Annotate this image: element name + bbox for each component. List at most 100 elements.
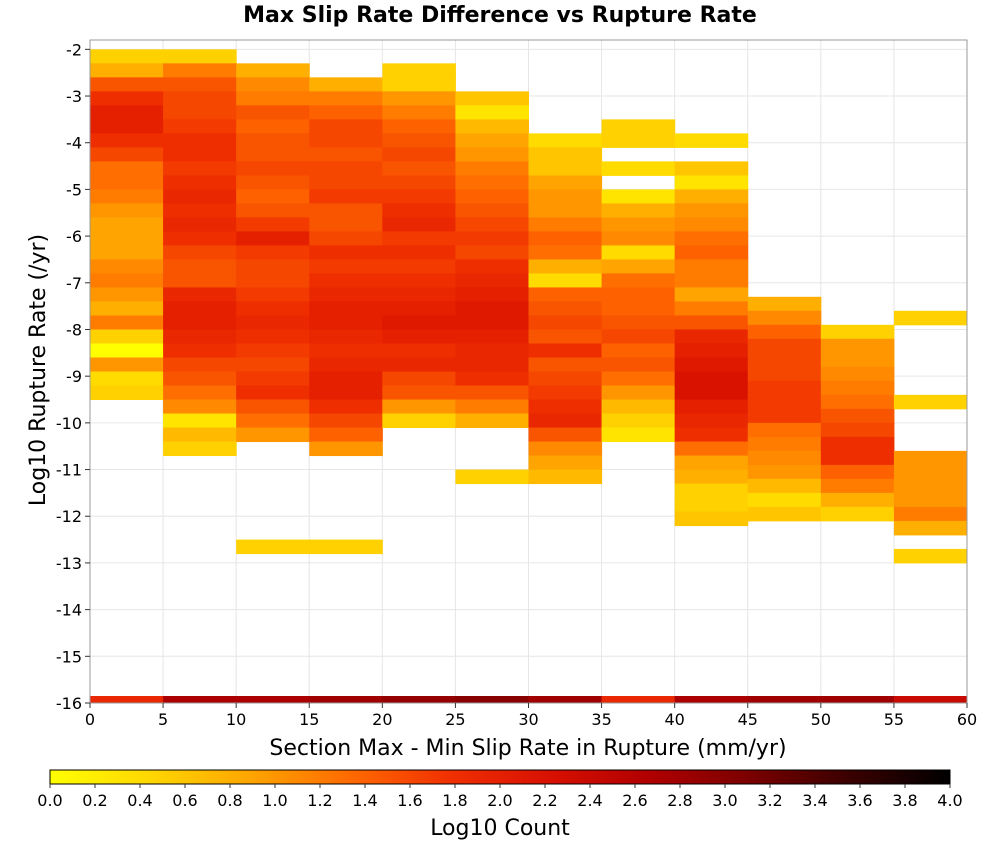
colorbar-tick-label: 2.0	[487, 791, 512, 810]
heatmap-cell	[601, 231, 676, 246]
colorbar-tick-label: 1.4	[352, 791, 377, 810]
heatmap-cell	[747, 408, 822, 424]
heatmap-cell	[820, 352, 895, 368]
colorbar-tick-label: 0.2	[82, 791, 107, 810]
colorbar-tick-label: 3.8	[892, 791, 917, 810]
heatmap-cell	[455, 259, 529, 274]
heatmap-cell	[309, 315, 383, 330]
heatmap-cell	[90, 217, 164, 232]
heatmap-cell	[674, 217, 749, 232]
heatmap-cell	[528, 217, 603, 232]
heatmap-cell	[747, 366, 822, 382]
heatmap-cell	[528, 203, 603, 218]
heatmap-cell	[528, 133, 603, 148]
y-tick-label: -4	[66, 134, 82, 153]
heatmap-cell	[163, 273, 237, 288]
heatmap-cell	[601, 189, 676, 204]
heatmap-cell	[382, 105, 456, 120]
heatmap-cell	[601, 413, 676, 429]
colorbar-tick-label: 2.8	[667, 791, 692, 810]
heatmap-cell	[382, 385, 456, 401]
heatmap-cell	[747, 436, 822, 452]
heatmap-cell	[309, 147, 383, 162]
heatmap-cell	[90, 49, 164, 64]
heatmap-cell	[382, 371, 456, 387]
x-tick-label: 5	[158, 710, 168, 729]
heatmap-cell	[90, 357, 164, 372]
heatmap-cell	[820, 394, 895, 410]
heatmap-cell	[309, 287, 383, 302]
heatmap-cell	[455, 343, 529, 358]
heatmap-cell	[528, 455, 603, 471]
heatmap-cell	[455, 371, 529, 387]
heatmap-cell	[163, 91, 237, 106]
heatmap-cell	[455, 217, 529, 232]
heatmap-cell	[90, 203, 164, 218]
x-tick-label: 20	[372, 710, 392, 729]
heatmap-cell	[455, 301, 529, 316]
heatmap-cell	[674, 231, 749, 246]
heatmap-cell	[236, 287, 310, 302]
heatmap-cell	[309, 189, 383, 204]
heatmap-cell	[309, 385, 383, 401]
heatmap-cell	[455, 329, 529, 344]
heatmap-cell-bottom	[455, 695, 529, 703]
y-tick-label: -6	[66, 227, 82, 246]
y-tick-label: -12	[56, 507, 82, 526]
y-tick-label: -11	[56, 461, 82, 480]
heatmap-cell	[90, 287, 164, 302]
heatmap-cell	[163, 287, 237, 302]
heatmap-cell	[382, 245, 456, 260]
heatmap-cell	[163, 105, 237, 120]
heatmap-cell-bottom	[601, 695, 676, 703]
heatmap-cell	[674, 203, 749, 218]
heatmap-cell	[236, 385, 310, 401]
heatmap-cell	[455, 161, 529, 176]
heatmap-cell	[893, 520, 968, 536]
colorbar-tick-label: 4.0	[937, 791, 962, 810]
heatmap-cell	[455, 385, 529, 401]
y-tick-label: -10	[56, 414, 82, 433]
heatmap-cell	[820, 408, 895, 424]
y-tick-label: -16	[56, 694, 82, 713]
heatmap-cell	[90, 273, 164, 288]
heatmap-cell	[674, 133, 749, 148]
heatmap-cell	[309, 91, 383, 106]
heatmap-cell	[528, 357, 603, 372]
heatmap-cell	[601, 357, 676, 372]
heatmap-cell	[455, 175, 529, 190]
heatmap-cell	[309, 231, 383, 246]
heatmap-cell	[90, 301, 164, 316]
heatmap-cell	[674, 245, 749, 260]
heatmap-cell	[601, 259, 676, 274]
heatmap-cell	[893, 450, 968, 466]
heatmap-cell	[674, 175, 749, 190]
heatmap-cell	[309, 273, 383, 288]
heatmap-cell	[674, 455, 749, 471]
heatmap-cell	[382, 77, 456, 92]
heatmap-cell	[528, 245, 603, 260]
heatmap-cell	[747, 296, 822, 312]
heatmap-cell-bottom	[163, 695, 237, 703]
heatmap-cell	[90, 371, 164, 387]
heatmap-cell	[163, 329, 237, 344]
heatmap-cell	[163, 231, 237, 246]
heatmap-cell	[528, 469, 603, 485]
x-tick-label: 50	[811, 710, 831, 729]
x-tick-label: 60	[957, 710, 977, 729]
heatmap-cell-bottom	[747, 695, 822, 703]
y-tick-label: -8	[66, 320, 82, 339]
heatmap-cell	[382, 63, 456, 78]
y-tick-label: -15	[56, 647, 82, 666]
y-tick-label: -7	[66, 274, 82, 293]
heatmap-cell	[236, 329, 310, 344]
heatmap-cell	[528, 427, 603, 443]
heatmap-cell	[455, 133, 529, 148]
heatmap-cell	[382, 161, 456, 176]
heatmap-cell	[309, 441, 383, 457]
heatmap-cell	[236, 399, 310, 415]
colorbar-tick-label: 2.2	[532, 791, 557, 810]
heatmap-cell	[90, 77, 164, 92]
heatmap-cell	[455, 91, 529, 106]
heatmap-cell	[90, 385, 164, 401]
